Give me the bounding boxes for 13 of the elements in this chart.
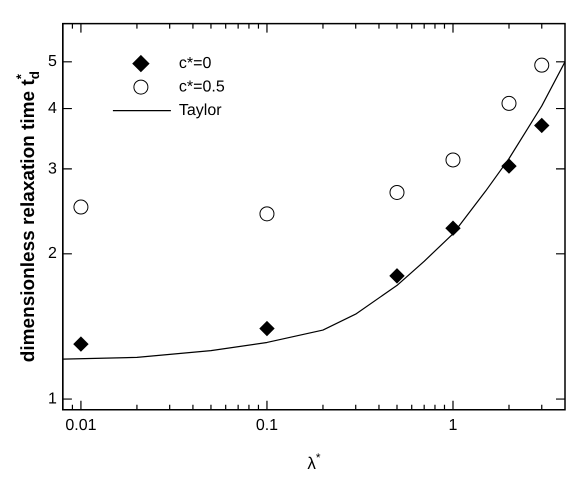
x-axis-title: λ* bbox=[307, 450, 321, 473]
legend-label: c*=0 bbox=[178, 55, 212, 72]
y-tick-label: 5 bbox=[48, 53, 57, 70]
x-tick-label: 0.01 bbox=[65, 416, 97, 434]
x-tick-label: 0.1 bbox=[256, 416, 278, 434]
y-axis-title: dimensionless relaxation time td* bbox=[13, 71, 42, 362]
y-tick-label: 3 bbox=[48, 160, 57, 178]
y-tick-label: 1 bbox=[48, 390, 57, 408]
legend-label: c*=0.5 bbox=[178, 78, 225, 96]
y-tick-label: 4 bbox=[48, 100, 57, 117]
y-tick-label: 2 bbox=[48, 245, 57, 262]
legend-label: Taylor bbox=[178, 102, 222, 120]
x-tick-label: 1 bbox=[448, 416, 458, 434]
